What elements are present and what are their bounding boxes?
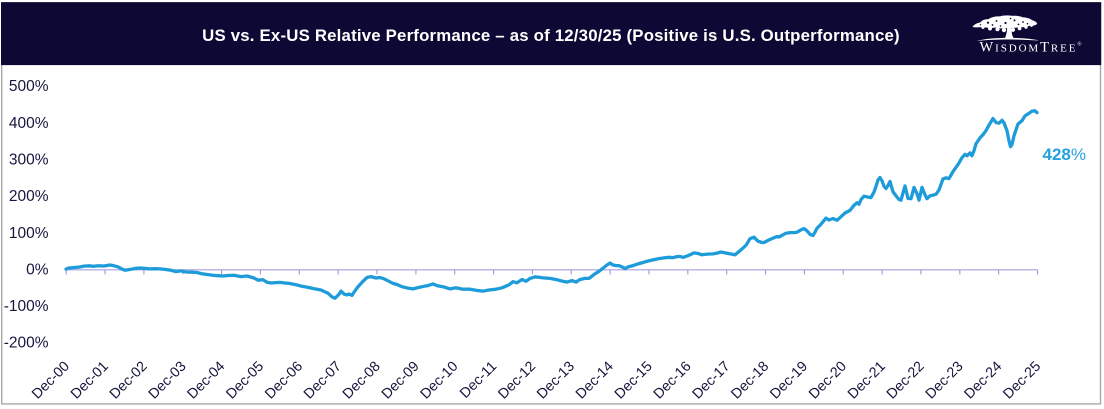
svg-text:428%: 428% bbox=[1043, 145, 1087, 164]
svg-text:300%: 300% bbox=[9, 152, 49, 169]
svg-text:US vs. Ex-US Relative Performa: US vs. Ex-US Relative Performance – as o… bbox=[202, 26, 900, 45]
svg-text:0%: 0% bbox=[26, 261, 49, 278]
svg-text:-200%: -200% bbox=[4, 335, 49, 352]
svg-text:500%: 500% bbox=[9, 78, 49, 95]
svg-text:200%: 200% bbox=[9, 188, 49, 205]
svg-text:-100%: -100% bbox=[4, 298, 49, 315]
svg-text:WISDOMTREE®: WISDOMTREE® bbox=[980, 40, 1084, 56]
svg-text:400%: 400% bbox=[9, 115, 49, 132]
svg-text:100%: 100% bbox=[9, 225, 49, 242]
